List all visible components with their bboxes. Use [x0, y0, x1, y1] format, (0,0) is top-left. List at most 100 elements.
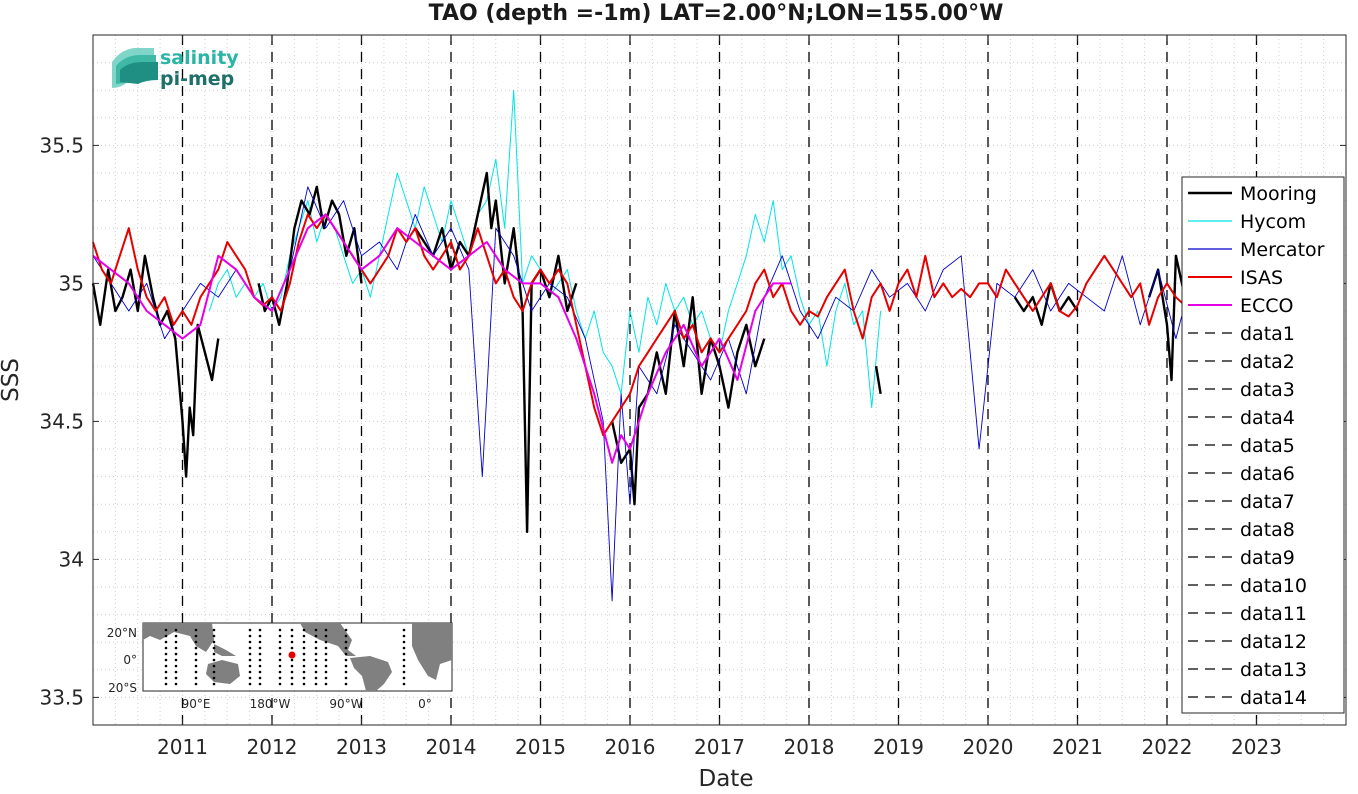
x-tick-label: 2013 — [336, 735, 387, 759]
inset-map-dot — [314, 634, 318, 638]
inset-map-dot — [344, 682, 348, 686]
inset-map-dot — [324, 634, 328, 638]
inset-map-dot — [402, 652, 406, 656]
inset-map-dot — [344, 640, 348, 644]
inset-map-dot — [324, 646, 328, 650]
inset-map-dot — [258, 658, 262, 662]
inset-map-dot — [402, 634, 406, 638]
inset-map-dot — [278, 676, 282, 680]
x-tick-label: 2018 — [784, 735, 835, 759]
inset-map-dot — [174, 658, 178, 662]
inset-map-xlabel-0: 0° — [418, 697, 432, 711]
inset-map-dot — [248, 640, 252, 644]
logo-text-pimep: pi-mep — [160, 68, 234, 90]
legend-label-data2: data2 — [1240, 351, 1295, 373]
inset-map-dot — [344, 658, 348, 662]
x-tick-label: 2019 — [873, 735, 924, 759]
inset-map-selected-mooring — [288, 651, 296, 659]
inset-map-dot — [194, 676, 198, 680]
inset-map-dot — [402, 628, 406, 632]
inset-map-dot — [212, 670, 216, 674]
inset-map-dot — [290, 676, 294, 680]
inset-map-dot — [164, 640, 168, 644]
inset-map-dot — [212, 658, 216, 662]
inset-map-dot — [258, 664, 262, 668]
inset-map-dot — [344, 646, 348, 650]
logo-waves-icon — [112, 48, 158, 88]
legend-label-data9: data9 — [1240, 547, 1295, 569]
inset-map-dot — [290, 664, 294, 668]
inset-map-dot — [194, 682, 198, 686]
inset-map-dot — [174, 646, 178, 650]
inset-map-dot — [258, 628, 262, 632]
inset-map-dot — [344, 628, 348, 632]
inset-map-dot — [248, 646, 252, 650]
inset-map-dot — [290, 634, 294, 638]
inset-map-dot — [248, 628, 252, 632]
legend-label-hycom: Hycom — [1240, 211, 1306, 233]
inset-map-dot — [194, 634, 198, 638]
inset-map-dot — [278, 646, 282, 650]
x-tick-label: 2015 — [515, 735, 566, 759]
inset-map-dot — [164, 676, 168, 680]
chart-title: TAO (depth =-1m) LAT=2.00°N;LON=155.00°W — [429, 1, 1004, 26]
inset-map-dot — [278, 682, 282, 686]
inset-map-xlabel-90e: 90°E — [182, 697, 211, 711]
x-tick-label: 2023 — [1231, 735, 1282, 759]
x-tick-label: 2016 — [605, 735, 656, 759]
inset-map-dot — [258, 682, 262, 686]
inset-map-ylabel-20s: 20°S — [108, 681, 137, 695]
y-tick-label: 34.5 — [39, 409, 84, 433]
inset-map-dot — [314, 670, 318, 674]
inset-map-dot — [164, 670, 168, 674]
inset-map-dot — [174, 682, 178, 686]
inset-map-dot — [402, 658, 406, 662]
inset-map-dot — [402, 676, 406, 680]
inset-map: 20°N 0° 20°S 90°E 180°W 90°W 0° — [107, 622, 453, 711]
inset-map-dot — [314, 640, 318, 644]
inset-map-dot — [258, 640, 262, 644]
y-tick-label: 33.5 — [39, 685, 84, 709]
inset-map-dot — [344, 664, 348, 668]
inset-map-dot — [290, 640, 294, 644]
series-line-mooring — [610, 296, 766, 506]
legend-label-data10: data10 — [1240, 575, 1307, 597]
inset-map-dot — [212, 652, 216, 656]
x-tick-label: 2011 — [157, 735, 208, 759]
inset-map-dot — [258, 646, 262, 650]
y-tick-label: 35.5 — [39, 133, 84, 157]
inset-map-dot — [194, 646, 198, 650]
inset-map-dot — [278, 628, 282, 632]
inset-map-dot — [194, 640, 198, 644]
inset-map-dot — [314, 652, 318, 656]
legend-label-data13: data13 — [1240, 659, 1307, 681]
inset-map-dot — [344, 634, 348, 638]
inset-map-dot — [164, 682, 168, 686]
inset-map-dot — [248, 664, 252, 668]
salinity-pimep-logo: salinity pi-mep — [112, 47, 239, 90]
legend-label-data11: data11 — [1240, 603, 1307, 625]
inset-map-ylabel-20n: 20°N — [107, 626, 137, 640]
inset-map-dot — [402, 640, 406, 644]
inset-map-dot — [314, 658, 318, 662]
inset-map-dot — [278, 652, 282, 656]
inset-map-dot — [324, 658, 328, 662]
inset-map-dot — [194, 658, 198, 662]
legend-label-data6: data6 — [1240, 463, 1295, 485]
inset-map-dot — [278, 640, 282, 644]
x-tick-label: 2017 — [694, 735, 745, 759]
inset-map-dot — [302, 658, 306, 662]
inset-map-dot — [302, 628, 306, 632]
legend-items: Mooring Hycom Mercator ISAS ECCO data1 data2 da… — [1188, 183, 1325, 709]
inset-map-dot — [302, 634, 306, 638]
series-line-mooring — [1013, 282, 1079, 326]
inset-map-dot — [194, 628, 198, 632]
series-line-mooring — [91, 254, 220, 478]
x-tick-label: 2020 — [963, 735, 1014, 759]
inset-map-dot — [248, 676, 252, 680]
inset-map-dot — [164, 628, 168, 632]
inset-map-dot — [164, 658, 168, 662]
legend-label-data3: data3 — [1240, 379, 1295, 401]
inset-map-dot — [344, 676, 348, 680]
